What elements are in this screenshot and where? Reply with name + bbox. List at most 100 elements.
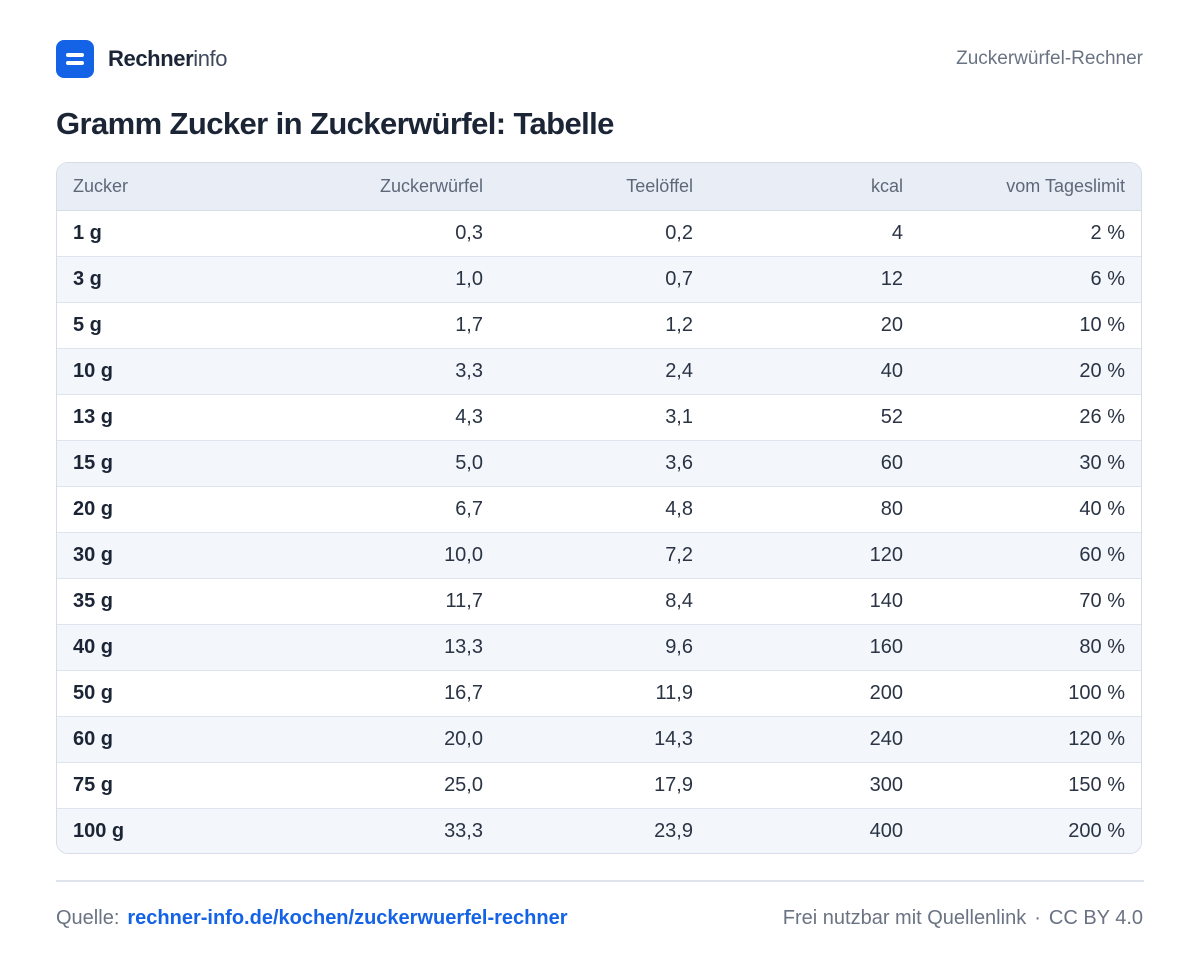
table-cell: 3 g [57, 255, 309, 302]
brand-name-light: info [193, 46, 228, 71]
table-row: 5 g 1,7 1,2 20 10 % [57, 301, 1141, 348]
table-cell: 120 [709, 531, 919, 578]
conversion-table: Zucker Zuckerwürfel Teelöffel kcal vom Tages… [57, 163, 1141, 853]
table-cell: 20 % [919, 347, 1141, 394]
table-cell: 1,7 [309, 301, 499, 348]
table-cell: 8,4 [499, 577, 709, 624]
table-cell: 30 g [57, 531, 309, 578]
table-row: 1 g 0,3 0,2 4 2 % [57, 210, 1141, 256]
table-cell: 10,0 [309, 531, 499, 578]
page-footer: Quelle: rechner-info.de/kochen/zuckerwuer… [56, 903, 1143, 933]
license-separator: · [1034, 906, 1041, 929]
table-cell: 40 [709, 347, 919, 394]
table-cell: 1 g [73, 221, 102, 244]
table-cell: 4,3 [309, 393, 499, 440]
table-cell: 12 [709, 255, 919, 302]
column-header: kcal [709, 163, 919, 211]
table-cell: 100 % [919, 669, 1141, 716]
table-cell: 80 % [919, 623, 1141, 670]
table-row: 40 g 13,3 9,6 160 80 % [57, 623, 1141, 670]
calculator-name: Zuckerwürfel-Rechner [956, 48, 1143, 69]
source-attribution: Quelle: rechner-info.de/kochen/zuckerwuer… [56, 907, 568, 930]
table-cell: 70 % [919, 577, 1141, 624]
table-cell: 60 % [919, 531, 1141, 578]
table-row: 15 g 5,0 3,6 60 30 % [57, 439, 1141, 486]
column-header: Zuckerwürfel [309, 163, 499, 211]
table-cell: 30 % [919, 439, 1141, 486]
table-cell: 75 g [57, 761, 309, 808]
table-cell: 7,2 [499, 531, 709, 578]
column-header: Zucker [57, 163, 309, 211]
rechnerinfo-logo-icon [56, 40, 94, 78]
table-row: 10 g 3,3 2,4 40 20 % [57, 347, 1141, 394]
table-row: 35 g 11,7 8,4 140 70 % [57, 577, 1141, 624]
conversion-table-container: Zucker Zuckerwürfel Teelöffel kcal vom Tages… [56, 162, 1142, 854]
column-header: Teelöffel [499, 163, 709, 211]
table-cell: 10 g [57, 347, 309, 394]
table-cell: 16,7 [309, 669, 499, 716]
table-cell: 15 g [57, 439, 309, 486]
table-cell: 20,0 [309, 715, 499, 762]
table-cell: 13,3 [309, 623, 499, 670]
table-cell: 6,7 [309, 485, 499, 532]
table-cell: 200 % [919, 807, 1141, 853]
license-info: Frei nutzbar mit Quellenlink · CC BY 4.0 [783, 907, 1143, 930]
source-link[interactable]: rechner-info.de/kochen/zuckerwuerfel-rec… [127, 906, 568, 929]
table-row: 100 g 33,3 23,9 400 200 % [57, 807, 1141, 853]
table-cell: 5,0 [309, 439, 499, 486]
table-cell: 400 [709, 807, 919, 853]
page-title: Gramm Zucker in Zuckerwürfel: Tabelle [56, 106, 614, 141]
license-name: CC BY 4.0 [1048, 906, 1143, 929]
table-row: 3 g 1,0 0,7 12 6 % [57, 255, 1141, 302]
table-cell: 11,7 [309, 577, 499, 624]
table-row: 20 g 6,7 4,8 80 40 % [57, 485, 1141, 532]
column-header: vom Tageslimit [919, 163, 1141, 211]
table-cell: 25,0 [309, 761, 499, 808]
table-cell: 300 [709, 761, 919, 808]
table-cell: 52 [709, 393, 919, 440]
table-cell: 80 [709, 485, 919, 532]
table-cell: 120 % [919, 715, 1141, 762]
table-row: 50 g 16,7 11,9 200 100 % [57, 669, 1141, 716]
table-cell: 1,0 [309, 255, 499, 302]
table-cell: 9,6 [499, 623, 709, 670]
table-cell: 13 g [57, 393, 309, 440]
table-cell: 40 % [919, 485, 1141, 532]
table-cell: 1,2 [499, 301, 709, 348]
license-text: Frei nutzbar mit Quellenlink [782, 906, 1027, 929]
table-row: 75 g 25,0 17,9 300 150 % [57, 761, 1141, 808]
table-cell: 10 % [919, 301, 1141, 348]
table-cell: 200 [709, 669, 919, 716]
table-cell: 60 g [57, 715, 309, 762]
table-row: 30 g 10,0 7,2 120 60 % [57, 531, 1141, 578]
table-cell: 3,3 [309, 347, 499, 394]
table-header-row: Zucker Zuckerwürfel Teelöffel kcal vom Tages… [57, 163, 1141, 211]
table-cell: 35 g [57, 577, 309, 624]
table-cell: 20 g [57, 485, 309, 532]
table-body: 1 g 0,3 0,2 4 2 % 3 g 1,0 0,7 12 6 % 5 g 1,7 1,2 20 10… [57, 210, 1141, 853]
table-cell: 0,2 [665, 221, 693, 244]
table-cell: 26 % [919, 393, 1141, 440]
table-cell: 17,9 [499, 761, 709, 808]
table-cell: 3,1 [499, 393, 709, 440]
brand[interactable]: Rechnerinfo [56, 40, 228, 78]
page-header: Rechnerinfo Zuckerwürfel-Rechner [56, 40, 1143, 78]
table-cell: 23,9 [499, 807, 709, 853]
table-cell: 140 [709, 577, 919, 624]
table-cell: 14,3 [499, 715, 709, 762]
footer-divider [56, 880, 1144, 882]
table-cell: 2,4 [499, 347, 709, 394]
table-cell: 60 [709, 439, 919, 486]
table-cell: 40 g [57, 623, 309, 670]
table-cell: 160 [709, 623, 919, 670]
table-cell: 240 [709, 715, 919, 762]
brand-name-strong: Rechner [108, 46, 194, 71]
table-row: 60 g 20,0 14,3 240 120 % [57, 715, 1141, 762]
table-cell: 3,6 [499, 439, 709, 486]
table-cell: 50 g [57, 669, 309, 716]
table-row: 13 g 4,3 3,1 52 26 % [57, 393, 1141, 440]
table-cell: 11,9 [499, 669, 709, 716]
table-cell: 6 % [919, 255, 1141, 302]
table-cell: 150 % [919, 761, 1141, 808]
brand-name: Rechnerinfo [108, 46, 228, 72]
